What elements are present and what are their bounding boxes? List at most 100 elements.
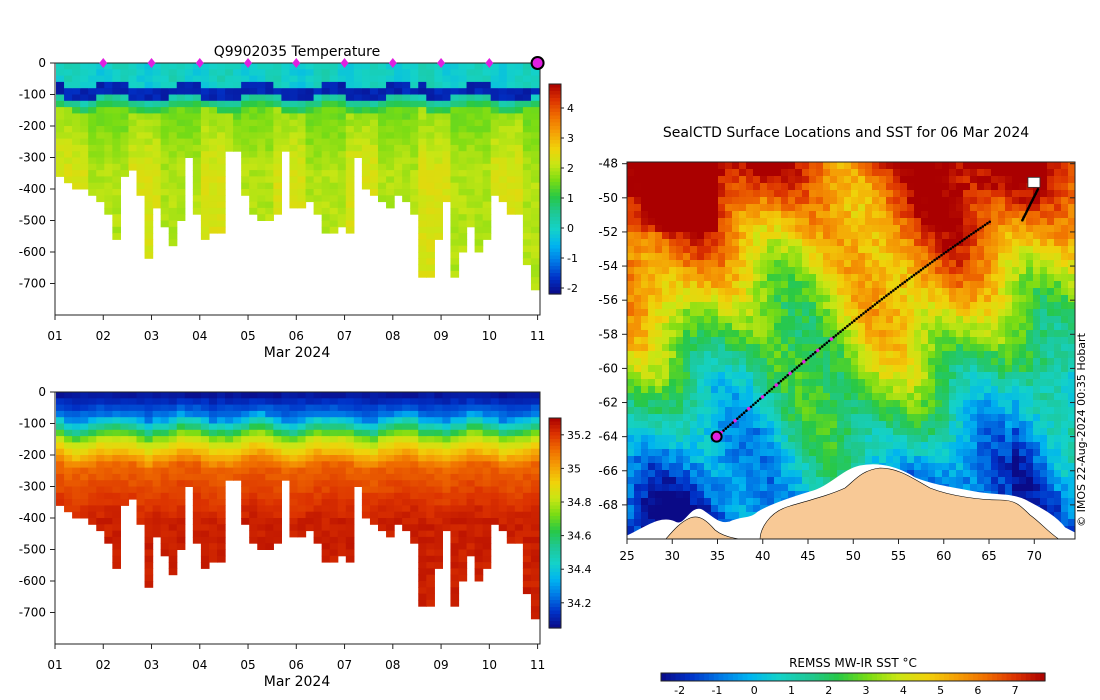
section-cell — [112, 233, 121, 240]
section-cell — [530, 417, 540, 424]
sst-cell — [634, 218, 642, 226]
section-cell — [233, 132, 242, 140]
sst-cell — [970, 204, 978, 212]
section-cell — [64, 473, 73, 481]
colorbar-swatch — [549, 189, 561, 194]
sst-cell — [1019, 323, 1027, 331]
sst-cell — [921, 232, 929, 240]
sst-cell — [1033, 232, 1041, 240]
section-cell — [482, 530, 492, 538]
section-cell — [120, 417, 130, 424]
sst-cell — [886, 218, 894, 226]
section-cell — [144, 505, 154, 513]
section-cell — [160, 144, 170, 152]
section-cell — [208, 157, 218, 165]
sst-cell — [662, 176, 670, 184]
sst-cell — [774, 225, 782, 233]
sst-cell — [963, 274, 971, 282]
section-cell — [345, 69, 355, 77]
section-cell — [176, 467, 186, 475]
section-cell — [498, 151, 508, 158]
sst-cell — [977, 288, 985, 296]
sst-cell — [1033, 337, 1041, 345]
section-cell — [64, 404, 73, 412]
section-cell — [80, 392, 89, 399]
sst-cell — [970, 176, 978, 184]
section-cell — [530, 505, 540, 513]
sst-cell — [1068, 260, 1075, 268]
sst-cell — [669, 358, 677, 366]
section-cell — [225, 461, 234, 469]
section-cell — [265, 81, 274, 89]
sst-cell — [900, 344, 908, 352]
sst-cell — [802, 239, 810, 247]
sst-cell — [760, 351, 768, 359]
sst-cell — [704, 323, 712, 331]
sst-cell — [739, 302, 747, 310]
sst-cell — [676, 316, 684, 324]
sst-cell — [1033, 323, 1041, 331]
section-cell — [490, 392, 500, 399]
section-cell — [329, 518, 339, 525]
section-cell — [466, 157, 476, 165]
section-cell — [265, 107, 274, 114]
section-cell — [217, 113, 226, 121]
section-cell — [426, 170, 435, 177]
colorbar-swatch — [549, 227, 561, 232]
section-cell — [530, 499, 540, 506]
section-cell — [442, 436, 452, 443]
section-cell — [273, 417, 282, 424]
section-cell — [522, 189, 532, 196]
section-cell — [530, 151, 540, 158]
section-cell — [434, 182, 443, 190]
sst-cell — [669, 267, 677, 275]
section-cell — [321, 555, 331, 563]
section-cell — [88, 499, 97, 506]
section-cell — [378, 195, 387, 203]
sst-cell — [795, 344, 803, 352]
section-cell — [225, 404, 234, 412]
section-cell — [418, 163, 427, 171]
sst-cell — [676, 204, 684, 212]
section-cell — [225, 107, 234, 114]
section-cell — [353, 404, 363, 412]
section-cell — [72, 151, 81, 158]
section-cell — [208, 499, 218, 506]
section-cell — [514, 505, 524, 513]
section-cell — [530, 492, 540, 500]
section-cell — [96, 455, 105, 462]
section-cell — [490, 410, 500, 418]
section-cell — [369, 429, 379, 437]
section-cell — [208, 417, 218, 424]
sst-cell — [984, 330, 992, 338]
sst-cell — [1033, 246, 1041, 254]
section-cell — [442, 455, 452, 462]
sst-cell — [739, 295, 747, 303]
section-cell — [498, 429, 508, 437]
sst-cell — [1040, 239, 1048, 247]
sst-cell — [886, 281, 894, 289]
section-cell — [88, 157, 97, 165]
section-cell — [345, 480, 355, 487]
section-cell — [402, 518, 411, 525]
section-cell — [168, 239, 178, 247]
sst-cell — [662, 246, 670, 254]
section-cell — [361, 505, 371, 513]
section-cell — [474, 151, 484, 158]
section-cell — [418, 245, 427, 253]
sst-cell — [1061, 211, 1069, 219]
sst-cell — [921, 246, 929, 254]
section-cell — [394, 75, 403, 83]
sst-cell — [823, 204, 831, 212]
sst-cell — [914, 211, 922, 219]
section-cell — [337, 473, 347, 481]
section-cell — [136, 499, 146, 506]
map-title: SealCTD Surface Locations and SST for 06… — [663, 125, 1029, 141]
sst-cell — [956, 337, 964, 345]
sst-cell — [928, 246, 936, 254]
section-cell — [410, 505, 419, 513]
sst-cell — [907, 225, 915, 233]
section-cell — [369, 442, 379, 450]
section-cell — [522, 220, 532, 228]
sst-cell — [893, 176, 901, 184]
